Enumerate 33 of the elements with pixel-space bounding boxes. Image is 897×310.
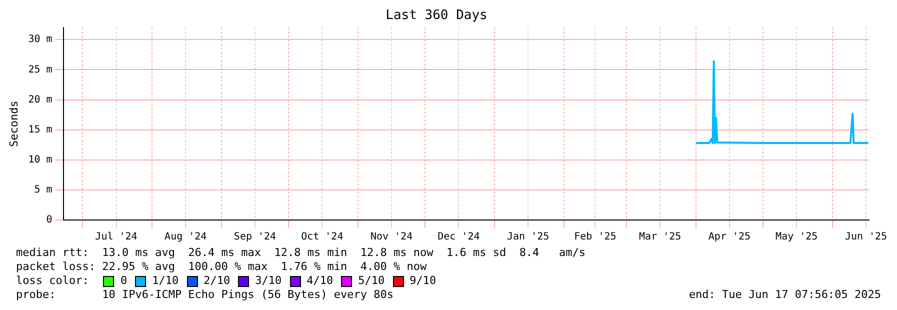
text: end: Tue Jun 17 07:56:05 2025 bbox=[688, 288, 881, 302]
x-tick-label: Nov '24 bbox=[370, 232, 413, 243]
x-tick-label: Oct '24 bbox=[301, 232, 344, 243]
legend-label: 2/10 bbox=[204, 274, 230, 288]
x-tick-label: Feb '25 bbox=[574, 232, 616, 243]
x-tick-label: Jul '24 bbox=[95, 232, 138, 243]
text: packet loss: 22.95 % avg 100.00 % max 1.76 % min 4.00 % now bbox=[16, 260, 428, 274]
legend-label: 1/10 bbox=[152, 274, 179, 288]
text: probe: 10 IPv6-ICMP Echo Pings (56 Bytes) every 80s bbox=[16, 288, 394, 302]
y-tick-label: 15 m bbox=[28, 124, 52, 136]
x-tick-label: Apr '25 bbox=[708, 232, 751, 243]
y-tick-label: 10 m bbox=[28, 154, 52, 166]
legend-label: 9/10 bbox=[410, 274, 436, 288]
x-tick-label: Dec '24 bbox=[438, 232, 480, 243]
y-tick-label: 0 bbox=[46, 214, 52, 226]
y-tick-label: 25 m bbox=[28, 64, 52, 76]
chart-title: Last 360 Days bbox=[386, 8, 488, 24]
legend-label: 5/10 bbox=[358, 274, 385, 288]
legend-title: loss color: bbox=[16, 274, 90, 288]
legend-label: 3/10 bbox=[255, 274, 282, 288]
legend-label: 4/10 bbox=[306, 274, 334, 288]
text: median rtt: 13.0 ms avg 26.4 ms max 12.8 ms min 12.8 ms now 1.6 ms sd 8.4 am/s bbox=[16, 246, 587, 260]
x-tick-label: Mar '25 bbox=[639, 232, 682, 243]
legend-label: 0 bbox=[120, 274, 128, 288]
y-axis-title: Seconds bbox=[7, 100, 20, 147]
y-tick-label: 20 m bbox=[28, 94, 52, 106]
x-tick-label: Aug '24 bbox=[164, 232, 207, 243]
x-tick-label: Sep '24 bbox=[234, 232, 276, 243]
x-tick-label: Jan '25 bbox=[506, 232, 550, 243]
x-tick-label: Jun '25 bbox=[844, 232, 888, 243]
x-tick-label: May '25 bbox=[776, 232, 818, 243]
y-tick-label: 30 m bbox=[28, 34, 52, 46]
y-tick-label: 5 m bbox=[34, 184, 52, 196]
